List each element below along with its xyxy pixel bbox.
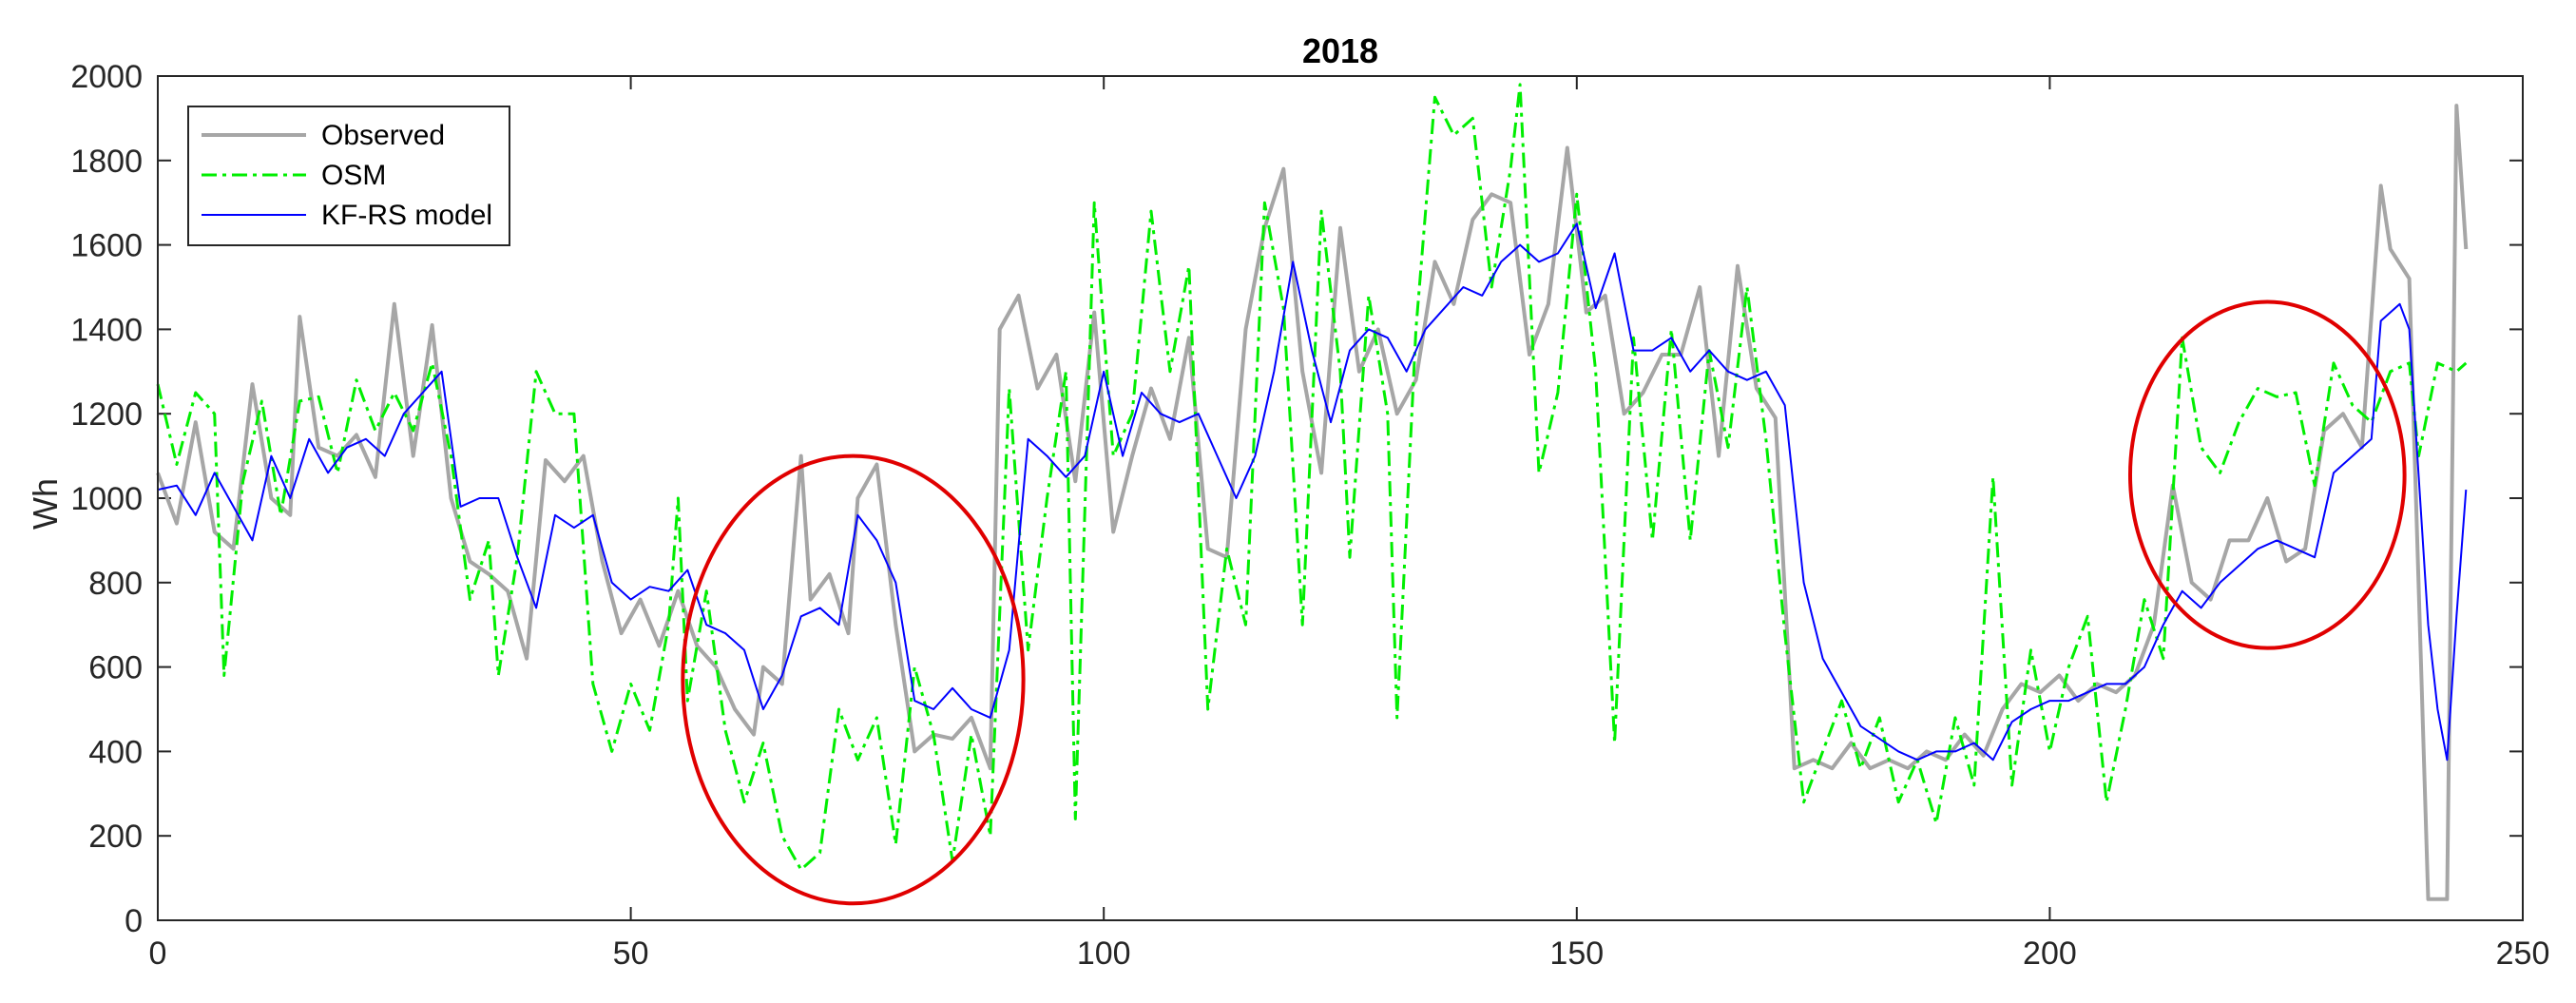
series-line-kf-rs-model [157, 222, 2468, 762]
legend-label: KF-RS model [321, 200, 492, 231]
y-axis: 0 200 400 600 800 1000 1200 1400 1600 1800 2000 [70, 59, 2523, 939]
y-tick-label: 800 [88, 566, 143, 602]
plot-series [156, 83, 2469, 901]
legend: Observed OSM KF-RS model [187, 106, 510, 246]
x-tick-label: 0 [149, 935, 167, 972]
y-axis-label: Wh [26, 478, 65, 530]
y-tick-label: 1200 [70, 396, 143, 433]
highlight-ellipse [2127, 299, 2407, 650]
y-tick-label: 600 [88, 650, 143, 686]
y-tick-label: 1600 [70, 228, 143, 264]
legend-label: OSM [321, 160, 386, 191]
legend-label: Observed [321, 120, 445, 151]
series-line-observed [156, 104, 2469, 901]
y-tick-label: 1800 [70, 144, 143, 180]
series-line-osm [156, 83, 2468, 872]
plot-frame [157, 75, 2524, 921]
y-tick-label: 400 [88, 734, 143, 770]
x-tick-label: 200 [2023, 935, 2077, 972]
x-tick-label: 50 [613, 935, 649, 972]
highlight-ellipse [681, 453, 1026, 906]
y-tick-label: 2000 [70, 59, 143, 95]
y-tick-label: 1400 [70, 312, 143, 348]
y-tick-label: 0 [125, 903, 143, 939]
x-tick-label: 100 [1077, 935, 1131, 972]
x-tick-label: 250 [2496, 935, 2550, 972]
annotations [681, 299, 2407, 906]
y-tick-label: 200 [88, 819, 143, 855]
chart-title: 2018 [1302, 31, 1378, 70]
y-tick-label: 1000 [70, 481, 143, 517]
x-tick-label: 150 [1549, 935, 1604, 972]
x-axis: 0 50 100 150 200 250 [149, 76, 2550, 972]
